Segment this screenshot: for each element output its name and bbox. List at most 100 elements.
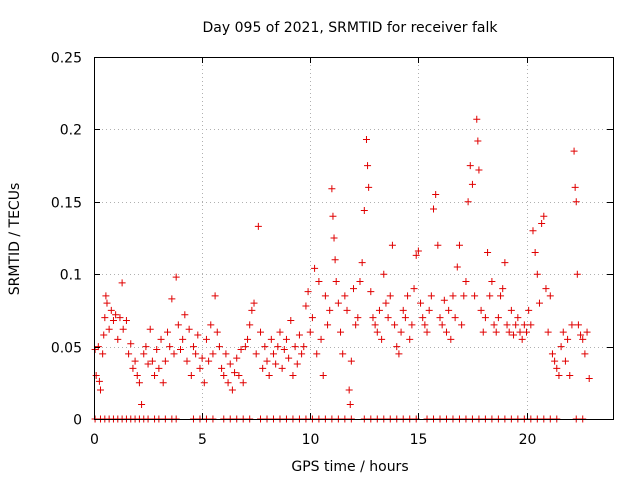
data-point <box>471 292 479 300</box>
data-point <box>265 372 273 380</box>
data-point <box>263 357 271 365</box>
data-point <box>421 321 429 329</box>
data-point <box>339 350 347 358</box>
data-point <box>192 350 200 358</box>
data-point <box>460 292 468 300</box>
data-point <box>438 321 446 329</box>
data-point <box>298 350 306 358</box>
data-point <box>135 379 143 387</box>
data-point <box>207 321 215 329</box>
data-point <box>119 325 127 333</box>
data-point <box>148 357 156 365</box>
data-point <box>205 357 213 365</box>
data-point <box>423 328 431 336</box>
data-point <box>341 292 349 300</box>
data-point <box>561 357 569 365</box>
data-point <box>267 335 275 343</box>
data-point <box>432 191 440 199</box>
grid-lines <box>94 57 613 419</box>
data-point <box>474 137 482 145</box>
data-point <box>304 288 312 296</box>
data-point <box>386 292 394 300</box>
data-point <box>364 162 372 170</box>
data-point <box>350 285 357 293</box>
data-point <box>356 277 364 285</box>
data-point <box>468 180 476 188</box>
data-point <box>95 377 103 385</box>
data-point <box>347 357 355 365</box>
data-point <box>401 314 409 322</box>
data-point <box>293 360 301 368</box>
data-point <box>503 321 511 329</box>
data-point <box>319 372 327 380</box>
data-point <box>142 343 150 351</box>
data-point <box>311 264 319 272</box>
data-point <box>118 279 126 287</box>
data-point <box>477 306 485 314</box>
data-point <box>282 335 290 343</box>
y-tick-label: 0.2 <box>60 123 82 139</box>
data-point <box>122 317 130 325</box>
data-point <box>572 198 580 206</box>
axis-ticks <box>94 57 613 420</box>
data-point <box>497 292 505 300</box>
data-point <box>161 357 169 365</box>
data-point <box>220 372 228 380</box>
data-point <box>453 263 461 271</box>
data-point <box>540 212 548 220</box>
data-point <box>248 306 256 314</box>
y-tick-label: 0.15 <box>51 196 82 212</box>
data-point <box>237 345 245 353</box>
data-point <box>585 374 593 382</box>
data-point <box>442 328 450 336</box>
data-point <box>352 321 360 329</box>
data-point <box>183 357 191 365</box>
data-point <box>140 350 148 358</box>
data-point <box>462 277 470 285</box>
data-point <box>326 306 334 314</box>
data-point <box>151 372 159 380</box>
data-point <box>375 306 383 314</box>
data-point <box>259 364 267 372</box>
data-point <box>494 314 502 322</box>
y-axis-title: SRMTID / TECUs <box>7 183 23 296</box>
data-point <box>213 328 221 336</box>
data-point <box>367 288 375 296</box>
data-point <box>544 328 552 336</box>
data-point <box>447 335 455 343</box>
data-point <box>138 401 146 409</box>
data-point <box>479 328 487 336</box>
data-point <box>419 314 427 322</box>
data-point <box>391 321 399 329</box>
data-point <box>185 325 193 333</box>
data-point <box>241 343 249 351</box>
data-point <box>215 343 223 351</box>
data-point <box>557 343 565 351</box>
data-point <box>272 360 280 368</box>
data-point <box>346 401 354 409</box>
data-point <box>425 306 433 314</box>
data-point <box>218 364 226 372</box>
data-point <box>194 331 202 339</box>
data-point <box>174 321 182 329</box>
data-point <box>510 331 518 339</box>
data-point <box>551 357 559 365</box>
data-point <box>378 335 386 343</box>
data-point <box>187 372 195 380</box>
data-point <box>300 343 308 351</box>
data-point <box>337 328 345 336</box>
data-point <box>516 328 524 336</box>
data-point <box>436 314 444 322</box>
data-point <box>246 321 254 329</box>
data-point <box>166 343 174 351</box>
data-point <box>146 325 154 333</box>
data-point <box>525 306 533 314</box>
data-point <box>564 335 572 343</box>
data-point <box>116 314 124 322</box>
data-point <box>313 350 321 358</box>
data-point <box>224 379 232 387</box>
data-point <box>577 331 585 339</box>
data-point <box>354 314 362 322</box>
data-point <box>250 299 258 307</box>
data-point <box>573 270 581 278</box>
